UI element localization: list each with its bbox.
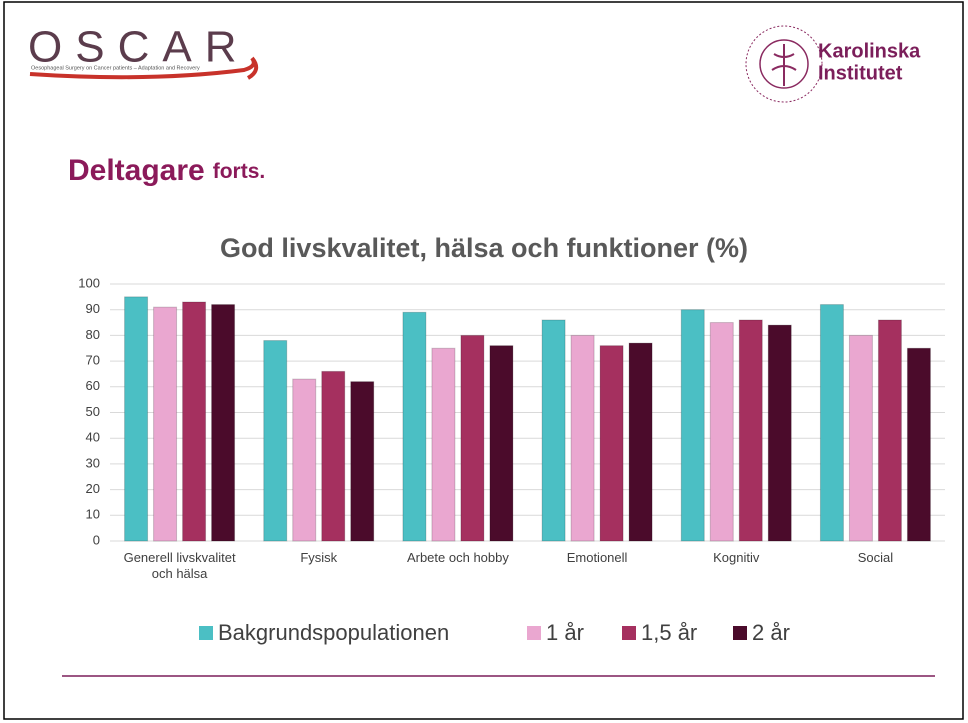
x-tick-label: Kognitiv: [713, 550, 760, 565]
y-tick-label: 80: [86, 327, 100, 342]
legend-swatch: [527, 626, 541, 640]
legend-label: 2 år: [752, 620, 790, 645]
heading-main: Deltagare: [68, 154, 205, 187]
heading-suffix: forts.: [213, 160, 266, 183]
y-tick-label: 10: [86, 507, 100, 522]
institution-line: Institutet: [818, 62, 903, 84]
legend-swatch: [199, 626, 213, 640]
seal-inner: [759, 39, 809, 89]
legend-swatch: [733, 626, 747, 640]
logo: OSCAR: [28, 23, 249, 72]
seal-emblem: [771, 44, 797, 86]
y-tick-label: 100: [78, 275, 100, 290]
legend-label: 1,5 år: [641, 620, 697, 645]
y-tick-label: 70: [86, 353, 100, 368]
legend-label: Bakgrundspopulationen: [218, 620, 449, 645]
y-tick-label: 40: [86, 430, 100, 445]
bar: [738, 319, 763, 542]
x-tick-label: Generell livskvalitet och hälsa: [123, 550, 236, 581]
logo-subtitle: Oesophageal Surgery on Cancer patients –…: [31, 65, 200, 71]
y-tick-label: 20: [86, 481, 100, 496]
y-tick-label: 30: [86, 455, 100, 470]
bar: [263, 340, 288, 542]
bar: [211, 304, 236, 542]
y-tick-label: 50: [86, 404, 100, 419]
bar: [848, 334, 873, 542]
bar: [767, 324, 792, 542]
bar: [599, 345, 624, 542]
bar: [321, 370, 346, 542]
y-tick-label: 90: [86, 301, 100, 316]
bar: [489, 345, 514, 542]
bar: [460, 334, 485, 542]
bar: [124, 296, 149, 542]
x-tick-label: Fysisk: [300, 550, 338, 565]
bar: [680, 309, 705, 542]
bar: [350, 381, 375, 542]
bar: [402, 311, 427, 542]
bar: [153, 306, 178, 542]
chart-title: God livskvalitet, hälsa och funktioner (…: [220, 233, 748, 263]
legend-swatch: [622, 626, 636, 640]
bar: [292, 378, 317, 542]
y-tick-label: 0: [93, 532, 100, 547]
y-tick-label: 60: [86, 378, 100, 393]
bar: [541, 319, 566, 542]
bar: [628, 342, 653, 542]
bar: [819, 304, 844, 542]
logo-swoosh: [29, 56, 259, 80]
bar: [709, 322, 734, 542]
x-tick-label: Arbete och hobby: [406, 550, 509, 565]
x-tick-label: Social: [857, 550, 894, 565]
legend-label: 1 år: [546, 620, 584, 645]
bar: [906, 347, 931, 542]
bar: [570, 334, 595, 542]
bar: [877, 319, 902, 542]
heading: Deltagare forts.: [68, 154, 265, 187]
institution-line: Karolinska: [818, 40, 921, 62]
bar: [431, 347, 456, 542]
seal: [745, 25, 823, 103]
x-tick-label: Emotionell: [566, 550, 628, 565]
bar: [182, 301, 207, 542]
